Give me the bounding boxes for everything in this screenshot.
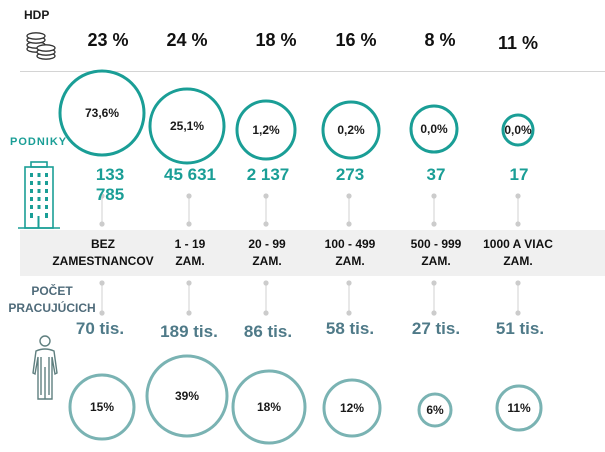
gdp-value: 18 % — [255, 30, 297, 50]
enterprise-count: 37 — [426, 165, 446, 184]
enterprise-share-circle — [58, 69, 146, 157]
workers-share-circle — [231, 369, 307, 445]
workers-share-label: 18% — [257, 400, 281, 414]
enterprise-share-circle — [148, 87, 226, 165]
connector-dot — [515, 310, 521, 316]
workers-share-label: 15% — [90, 400, 114, 414]
gdp-value: 8 % — [424, 30, 456, 50]
enterprise-count: 273 — [335, 165, 365, 184]
category-line2: ZAM. — [503, 254, 533, 268]
connector-dot — [431, 280, 437, 286]
connector-dot — [263, 193, 269, 199]
enterprise-share-circle — [501, 113, 535, 147]
connector-dot — [346, 280, 352, 286]
category-band — [20, 230, 605, 276]
enterprise-count: 2 137 — [246, 165, 290, 184]
workers-share-label: 6% — [426, 403, 444, 417]
count-line2: 785 — [95, 185, 125, 204]
workers-share-circle — [495, 384, 543, 432]
connector-dot — [346, 310, 352, 316]
category-line1: 1000 A VIAC — [483, 237, 553, 251]
connector-dot — [346, 193, 352, 199]
workers-share-label: 11% — [507, 401, 531, 415]
category-label: 500 - 999 ZAM. — [381, 236, 491, 270]
workers-share-circle — [145, 354, 229, 438]
category-label: 20 - 99 ZAM. — [212, 236, 322, 270]
connector-dot — [346, 221, 352, 227]
workers-share-label: 12% — [340, 401, 364, 415]
enterprise-share-circle — [409, 104, 459, 154]
enterprise-count: 45 631 — [164, 165, 216, 184]
workers-value: 58 tis. — [325, 319, 375, 338]
connector-dot — [186, 221, 192, 227]
category-line2: ZAM. — [421, 254, 451, 268]
connector-dot — [99, 193, 105, 199]
connector-dot — [263, 310, 269, 316]
enterprise-count: 133 785 — [65, 165, 155, 205]
workers-share-circle — [322, 378, 382, 438]
workers-value: 51 tis. — [495, 319, 545, 338]
category-line2: ZAMESTNANCOV — [52, 254, 154, 268]
connector-dot — [431, 193, 437, 199]
enterprise-share-label: 25,1% — [170, 119, 204, 133]
workers-value: 70 tis. — [75, 319, 125, 338]
category-label: BEZ ZAMESTNANCOV — [48, 236, 158, 270]
enterprise-count: 17 — [509, 165, 529, 184]
enterprise-share-circle — [235, 99, 297, 161]
enterprise-share-label: 0,0% — [504, 123, 532, 137]
enterprise-share-label: 0,0% — [420, 122, 448, 136]
coins-icon — [24, 30, 58, 62]
enterprise-share-label: 0,2% — [337, 123, 365, 137]
connector-dot — [99, 310, 105, 316]
workers-value: 86 tis. — [243, 322, 293, 341]
category-line2: ZAM. — [175, 254, 205, 268]
category-line2: ZAM. — [252, 254, 282, 268]
workers-label: POČET PRACUJÚCICH — [8, 283, 96, 317]
connector-dot — [431, 310, 437, 316]
count-line1: 133 — [95, 165, 125, 184]
person-icon — [30, 335, 60, 401]
category-label: 1000 A VIAC ZAM. — [463, 236, 573, 270]
gdp-value: 24 % — [166, 30, 208, 50]
workers-share-circle — [68, 373, 136, 441]
divider-line — [20, 71, 605, 72]
workers-label-line1: POČET — [31, 284, 73, 298]
category-label: 1 - 19 ZAM. — [135, 236, 245, 270]
connector-dot — [99, 221, 105, 227]
building-icon — [18, 160, 60, 230]
connector-dot — [431, 221, 437, 227]
category-line1: 500 - 999 — [410, 237, 462, 251]
connector-dot — [186, 193, 192, 199]
workers-value: 27 tis. — [411, 319, 461, 338]
enterprise-share-label: 73,6% — [85, 106, 119, 120]
gdp-value: 11 % — [497, 33, 539, 53]
category-line1: 100 - 499 — [324, 237, 376, 251]
connector-dot — [99, 280, 105, 286]
enterprise-share-circle — [321, 100, 381, 160]
connector-dot — [263, 280, 269, 286]
workers-label-line2: PRACUJÚCICH — [8, 301, 96, 315]
connector-dot — [186, 310, 192, 316]
gdp-value: 16 % — [335, 30, 377, 50]
category-line1: BEZ — [91, 237, 115, 251]
connector-dot — [515, 280, 521, 286]
workers-share-label: 39% — [175, 389, 199, 403]
connector-dot — [515, 221, 521, 227]
workers-share-circle — [417, 392, 453, 428]
category-line1: 1 - 19 — [174, 237, 206, 251]
hdp-label: HDP — [24, 8, 50, 22]
enterprise-share-label: 1,2% — [252, 123, 280, 137]
workers-value: 189 tis. — [160, 322, 218, 341]
category-line2: ZAM. — [335, 254, 365, 268]
connector-dot — [515, 193, 521, 199]
podniky-label: PODNIKY — [10, 136, 68, 148]
connector-dot — [186, 280, 192, 286]
gdp-value: 23 % — [87, 30, 129, 50]
connector-dot — [263, 221, 269, 227]
category-label: 100 - 499 ZAM. — [295, 236, 405, 270]
category-line1: 20 - 99 — [248, 237, 286, 251]
